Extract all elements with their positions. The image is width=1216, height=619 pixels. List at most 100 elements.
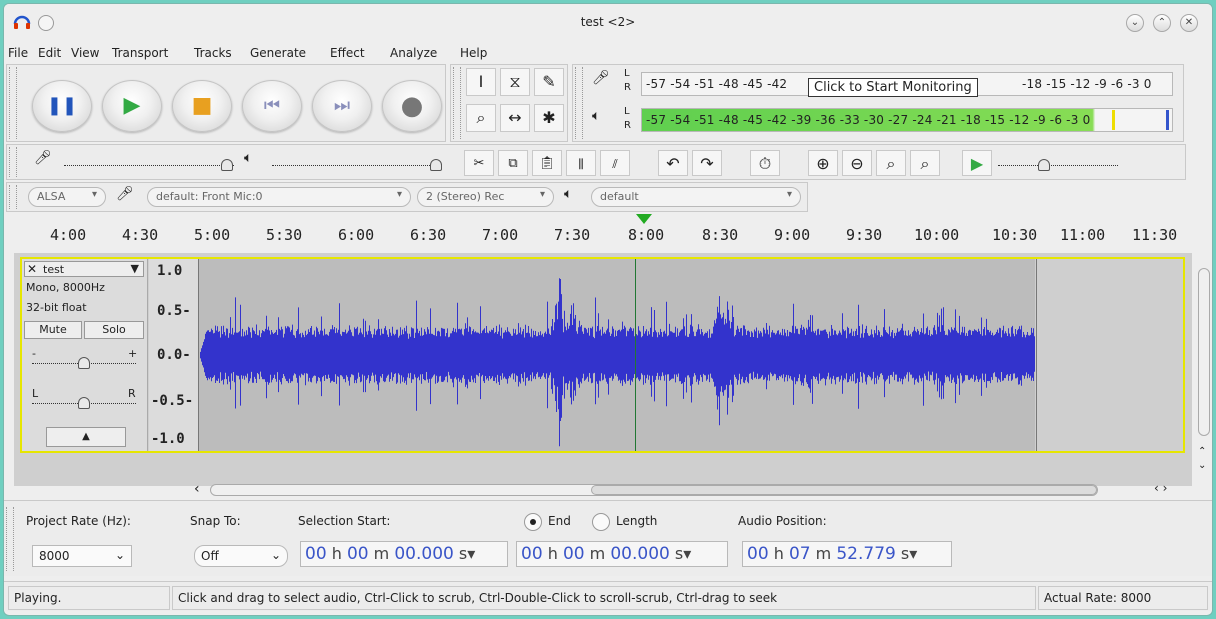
fit-project-icon[interactable]: ⌕: [910, 150, 940, 176]
scroll-up-icon[interactable]: ⌃: [1198, 446, 1207, 457]
toolbar-grip[interactable]: [9, 147, 17, 177]
skip-end-button[interactable]: ⏭: [312, 80, 372, 132]
menu-generate[interactable]: Generate: [250, 46, 307, 60]
playback-meter-speaker-icon[interactable]: 🔈︎: [592, 108, 601, 124]
zoom-tool-icon[interactable]: ⌕: [466, 104, 496, 132]
timeshift-tool-icon[interactable]: ↔: [500, 104, 530, 132]
draw-tool-icon[interactable]: ✎: [534, 68, 564, 96]
playback-meter[interactable]: -57 -54 -51 -48 -45 -42 -39 -36 -33 -30 …: [641, 108, 1173, 132]
scroll-thumb[interactable]: [591, 485, 1097, 495]
fit-selection-icon[interactable]: ⌕: [876, 150, 906, 176]
audio-position-time[interactable]: 00 h 07 m 52.779 s▾: [742, 541, 952, 567]
menu-view[interactable]: View: [71, 46, 100, 60]
gain-plus-label: +: [128, 347, 138, 360]
trim-icon[interactable]: ⫼: [566, 150, 596, 176]
empty-track-region: [1035, 259, 1036, 451]
pan-knob[interactable]: [78, 397, 90, 409]
menu-effect[interactable]: Effect: [330, 46, 365, 60]
redo-icon[interactable]: ↷: [692, 150, 722, 176]
scroll-left-right-icon[interactable]: ‹ ›: [1154, 481, 1168, 495]
time-seconds: 00.000: [394, 544, 454, 564]
silence-icon[interactable]: ⫽: [600, 150, 630, 176]
paste-icon[interactable]: 📋︎: [532, 150, 562, 176]
play-button[interactable]: ▶: [102, 80, 162, 132]
channels-value: 2 (Stereo) Rec: [426, 190, 505, 203]
solo-button[interactable]: Solo: [84, 321, 144, 339]
y-tick-label: -0.5-: [151, 393, 194, 409]
toolbar-grip[interactable]: [6, 507, 14, 571]
minimize-icon[interactable]: ⌄: [1126, 14, 1144, 32]
recording-volume-slider[interactable]: [64, 165, 234, 166]
mute-button[interactable]: Mute: [24, 321, 82, 339]
radio-selected-dot: [530, 519, 536, 525]
toolbar-grip[interactable]: [9, 67, 17, 139]
cut-icon[interactable]: ✂: [464, 150, 494, 176]
window-title: test <2>: [580, 15, 636, 29]
multi-tool-icon[interactable]: ✱: [534, 104, 564, 132]
audio-host-select[interactable]: ALSA ▾: [28, 187, 106, 207]
sync-lock-icon[interactable]: ⏱: [750, 150, 780, 176]
y-tick-label: 0.5-: [157, 303, 191, 319]
undo-icon[interactable]: ↶: [658, 150, 688, 176]
playback-volume-knob[interactable]: [430, 159, 442, 171]
envelope-tool-icon[interactable]: ⧖: [500, 68, 530, 96]
time-minutes: 00: [562, 544, 585, 564]
selection-start-time[interactable]: 00 h 00 m 00.000 s▾: [300, 541, 508, 567]
scroll-track[interactable]: [210, 484, 1098, 496]
play-speed-slider[interactable]: [998, 165, 1118, 166]
menu-analyze[interactable]: Analyze: [390, 46, 438, 60]
copy-icon[interactable]: ⧉: [498, 150, 528, 176]
chevron-down-icon: ▾: [396, 189, 402, 200]
gain-knob[interactable]: [78, 357, 90, 369]
chevron-down-icon: ▼: [130, 262, 139, 275]
time-format-dropdown-icon[interactable]: ▾: [467, 544, 476, 563]
menu-help[interactable]: Help: [460, 46, 488, 60]
channels-select[interactable]: 2 (Stereo) Rec ▾: [417, 187, 554, 207]
toolbar-grip[interactable]: [453, 67, 461, 139]
play-at-speed-icon[interactable]: ▶: [962, 150, 992, 176]
skip-start-button[interactable]: ⏮: [242, 80, 302, 132]
menu-file[interactable]: File: [8, 46, 29, 60]
menu-transport[interactable]: Transport: [112, 46, 169, 60]
collapse-track-button[interactable]: ▲: [46, 427, 126, 447]
vertical-scrollbar[interactable]: ⌃ ⌄: [1195, 256, 1212, 478]
time-seconds: 52.779: [836, 544, 896, 564]
play-speed-knob[interactable]: [1038, 159, 1050, 171]
output-device-select[interactable]: default ▾: [591, 187, 801, 207]
selection-tool-icon[interactable]: I: [466, 68, 496, 96]
input-device-select[interactable]: default: Front Mic:0 ▾: [147, 187, 411, 207]
scroll-thumb[interactable]: [1198, 268, 1210, 436]
toolbar-grip[interactable]: [575, 67, 583, 139]
snap-to-select[interactable]: Off ⌄: [194, 545, 288, 567]
track-area[interactable]: ✕ test ▼ Mono, 8000Hz 32-bit float Mute …: [14, 253, 1192, 486]
end-radio[interactable]: [524, 513, 542, 531]
time-format-dropdown-icon[interactable]: ▾: [683, 544, 692, 563]
stop-button[interactable]: ■: [172, 80, 232, 132]
close-icon[interactable]: ✕: [1180, 14, 1198, 32]
pause-button[interactable]: ❚❚: [32, 80, 92, 132]
selection-end-time[interactable]: 00 h 00 m 00.000 s▾: [516, 541, 728, 567]
zoom-out-icon[interactable]: ⊖: [842, 150, 872, 176]
track-close-icon[interactable]: ✕: [27, 262, 38, 276]
scroll-left-icon[interactable]: ‹: [194, 481, 200, 497]
menu-tracks[interactable]: Tracks: [194, 46, 232, 60]
horizontal-scrollbar[interactable]: ‹ ‹ ›: [194, 481, 1192, 499]
length-radio[interactable]: [592, 513, 610, 531]
waveform-display[interactable]: [199, 259, 1037, 451]
recording-volume-knob[interactable]: [221, 159, 233, 171]
track-name-menu[interactable]: ✕ test ▼: [24, 261, 144, 277]
scroll-down-icon[interactable]: ⌄: [1198, 460, 1207, 471]
audio-track[interactable]: ✕ test ▼ Mono, 8000Hz 32-bit float Mute …: [20, 257, 1185, 453]
window-menu-button[interactable]: [38, 15, 54, 31]
ruler-tick-label: 9:30: [846, 226, 883, 244]
timeline-ruler[interactable]: 4:00 4:30 5:00 5:30 6:00 6:30 7:00 7:30 …: [18, 214, 1212, 252]
maximize-icon[interactable]: ⌃: [1153, 14, 1171, 32]
project-rate-select[interactable]: 8000 ⌄: [32, 545, 132, 567]
menu-edit[interactable]: Edit: [38, 46, 62, 60]
time-format-dropdown-icon[interactable]: ▾: [909, 544, 918, 563]
toolbar-grip[interactable]: [9, 185, 17, 209]
record-meter-mic-icon[interactable]: 🎤︎: [592, 70, 610, 86]
record-button[interactable]: ●: [382, 80, 442, 132]
zoom-in-icon[interactable]: ⊕: [808, 150, 838, 176]
playback-volume-slider[interactable]: [272, 165, 442, 166]
